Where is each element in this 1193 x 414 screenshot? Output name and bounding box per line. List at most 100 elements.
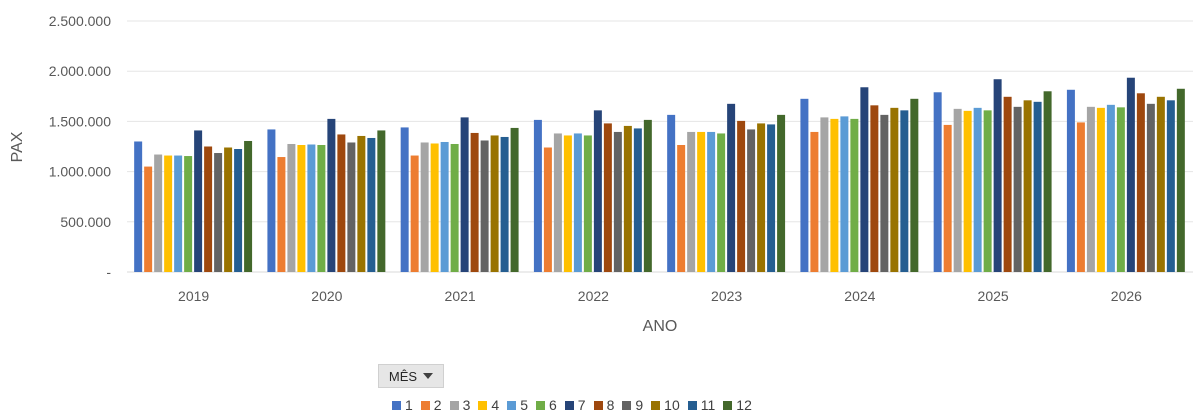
- legend-swatch: [593, 400, 603, 410]
- x-tick-label: 2022: [578, 288, 609, 304]
- bar-2025-month-3: [953, 108, 962, 272]
- bar-2026-month-2: [1076, 122, 1085, 273]
- legend-swatch: [651, 400, 661, 410]
- bar-2024-month-6: [850, 118, 859, 272]
- bar-2022-month-12: [643, 119, 652, 272]
- bar-2025-month-6: [983, 110, 992, 272]
- bar-2020-month-10: [357, 135, 366, 272]
- bar-2024-month-9: [880, 114, 889, 273]
- bar-2020-month-3: [287, 143, 296, 272]
- bar-2022-month-11: [633, 128, 642, 272]
- bar-2019-month-1: [134, 141, 143, 272]
- bar-2019-month-10: [224, 147, 233, 272]
- legend-item-1: 1: [392, 397, 413, 413]
- bar-2026-month-9: [1146, 103, 1155, 272]
- bar-2022-month-6: [583, 135, 592, 272]
- y-tick-label: 1.000.000: [49, 164, 111, 180]
- bar-2023-month-3: [687, 131, 696, 272]
- gridlines: [127, 20, 1193, 273]
- bar-2019-month-9: [214, 153, 223, 272]
- y-tick-label: 2.000.000: [49, 63, 111, 79]
- legend-label: 4: [491, 397, 500, 413]
- x-tick-label: 2021: [445, 288, 476, 304]
- bar-2026-month-3: [1086, 106, 1095, 272]
- bar-2019-month-8: [204, 146, 213, 272]
- legend-label: 10: [664, 397, 680, 413]
- x-tick-label: 2026: [1111, 288, 1142, 304]
- bar-2021-month-12: [510, 127, 519, 273]
- bar-2026-month-7: [1126, 77, 1135, 272]
- bar-2021-month-10: [490, 135, 499, 272]
- bar-2023-month-5: [707, 131, 716, 272]
- bar-2026-month-1: [1066, 89, 1075, 272]
- bar-2025-month-8: [1003, 96, 1012, 272]
- bar-2020-month-11: [367, 137, 376, 272]
- bar-2019-month-11: [234, 149, 243, 272]
- bar-2023-month-1: [667, 114, 676, 273]
- bar-2022-month-10: [623, 125, 632, 272]
- x-axis-label: ANO: [643, 318, 678, 335]
- legend-label: 3: [462, 397, 471, 413]
- bar-2019-month-4: [164, 155, 173, 272]
- bar-2024-month-7: [860, 87, 869, 272]
- legend-label: 12: [736, 397, 752, 413]
- bar-2024-month-10: [890, 107, 899, 272]
- bar-2022-month-1: [533, 119, 542, 272]
- y-tick-label: 500.000: [60, 214, 111, 230]
- bar-2025-month-11: [1033, 101, 1042, 273]
- bar-2019-month-5: [174, 155, 183, 272]
- bar-2025-month-12: [1043, 91, 1052, 272]
- bar-2024-month-12: [910, 98, 919, 272]
- bar-2024-month-3: [820, 117, 829, 272]
- bar-2019-month-3: [154, 154, 163, 272]
- legend-item-9: 9: [622, 397, 643, 413]
- legend-swatch: [449, 400, 459, 410]
- bar-2024-month-11: [900, 110, 909, 272]
- legend-item-11: 11: [687, 397, 715, 413]
- x-tick-label: 2023: [711, 288, 742, 304]
- bar-2020-month-9: [347, 142, 356, 272]
- bar-2026-month-10: [1156, 96, 1165, 272]
- x-axis-ticks: 2019 2020 2021 2022 2023 2024 2025 2026: [178, 288, 1142, 304]
- y-tick-label: 1.500.000: [49, 113, 111, 129]
- legend-item-12: 12: [723, 397, 752, 413]
- month-filter-label: MÊS: [388, 368, 418, 384]
- legend-item-5: 5: [507, 397, 528, 413]
- bar-2022-month-4: [563, 135, 572, 272]
- legend-swatch: [420, 400, 430, 410]
- bar-2023-month-8: [737, 120, 746, 272]
- bar-2020-month-8: [337, 134, 346, 272]
- bar-2020-month-6: [317, 144, 326, 272]
- bar-2025-month-5: [973, 107, 982, 272]
- bar-2021-month-5: [440, 141, 449, 272]
- bar-2022-month-7: [593, 110, 602, 272]
- bar-2023-month-12: [777, 114, 786, 273]
- legend-label: 2: [433, 397, 442, 413]
- legend-item-6: 6: [535, 397, 557, 413]
- legend-item-3: 3: [449, 397, 471, 413]
- bar-2021-month-7: [460, 117, 469, 272]
- bar-2020-month-5: [307, 144, 316, 272]
- month-filter-button[interactable]: MÊS: [378, 364, 444, 388]
- legend-item-7: 7: [564, 397, 586, 413]
- bar-2020-month-7: [327, 118, 336, 272]
- y-tick-label: -: [106, 264, 111, 280]
- bar-2019-month-2: [144, 166, 153, 272]
- legend-swatch: [723, 400, 733, 410]
- bar-2023-month-2: [677, 144, 686, 272]
- bar-2020-month-1: [267, 129, 276, 272]
- bar-2023-month-6: [717, 133, 726, 272]
- legend-swatch: [507, 400, 517, 410]
- bar-2025-month-10: [1023, 100, 1032, 272]
- bar-2021-month-4: [430, 143, 439, 272]
- legend-swatch: [687, 400, 697, 410]
- bar-2025-month-7: [993, 79, 1002, 273]
- x-tick-label: 2024: [844, 288, 875, 304]
- x-tick-label: 2025: [978, 288, 1009, 304]
- legend-swatch: [392, 400, 401, 410]
- legend-swatch: [478, 400, 488, 410]
- bar-2020-month-4: [297, 144, 306, 272]
- bar-2023-month-11: [767, 124, 776, 272]
- bar-2022-month-8: [603, 123, 612, 273]
